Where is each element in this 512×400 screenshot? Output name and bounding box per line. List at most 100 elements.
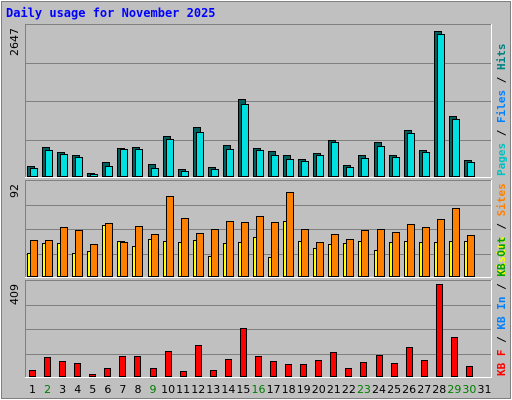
x-tick-label-day-4: 4 xyxy=(74,383,81,396)
x-tick-label-day-8: 8 xyxy=(134,383,141,396)
bar-sites-sites-day-20 xyxy=(316,242,324,277)
legend-part: Sites xyxy=(495,183,508,216)
bar-hits-files-day-27 xyxy=(422,152,430,177)
bar-hits-files-day-11 xyxy=(181,171,189,177)
legend-part: / xyxy=(495,70,508,90)
bar-traffic-kb-f-day-24 xyxy=(376,355,383,377)
x-tick-label-day-22: 22 xyxy=(342,383,356,396)
panel-traffic-ymax-label: 409 xyxy=(8,284,21,305)
x-tick-label-day-16: 16 xyxy=(252,383,266,396)
bar-sites-sites-day-28 xyxy=(437,219,445,277)
bar-hits-files-day-14 xyxy=(226,149,234,177)
x-tick-label-day-28: 28 xyxy=(432,383,446,396)
x-tick-label-day-19: 19 xyxy=(297,383,311,396)
legend-part: Visits xyxy=(495,236,508,276)
bar-hits-files-day-25 xyxy=(392,157,400,177)
bar-hits-files-day-26 xyxy=(407,133,415,177)
x-tick-label-day-20: 20 xyxy=(312,383,326,396)
x-tick-label-day-31: 31 xyxy=(477,383,491,396)
legend-part: / xyxy=(495,277,508,297)
bar-traffic-kb-f-day-12 xyxy=(195,345,202,377)
bar-hits-files-day-30 xyxy=(467,162,475,177)
bar-sites-sites-day-30 xyxy=(467,235,475,277)
bar-hits-files-day-7 xyxy=(120,149,128,177)
bar-traffic-kb-f-day-11 xyxy=(180,371,187,377)
bar-sites-sites-day-3 xyxy=(60,227,68,277)
x-tick-label-day-10: 10 xyxy=(161,383,175,396)
legend-part: / xyxy=(495,123,508,143)
bar-traffic-kb-f-day-19 xyxy=(300,364,307,377)
bar-traffic-kb-f-day-5 xyxy=(89,374,96,377)
bar-sites-sites-day-8 xyxy=(135,226,143,277)
x-tick-label-day-18: 18 xyxy=(282,383,296,396)
chart-title: Daily usage for November 2025 xyxy=(6,6,216,20)
bar-traffic-kb-f-day-17 xyxy=(270,361,277,377)
bar-traffic-kb-f-day-29 xyxy=(451,337,458,377)
x-tick-label-day-17: 17 xyxy=(267,383,281,396)
bar-sites-sites-day-4 xyxy=(75,230,83,277)
legend-part: KB F xyxy=(495,350,508,377)
bar-sites-sites-day-23 xyxy=(361,230,369,277)
bar-traffic-kb-f-day-18 xyxy=(285,364,292,377)
bar-hits-files-day-12 xyxy=(196,132,204,177)
bar-hits-files-day-6 xyxy=(105,166,113,177)
x-tick-label-day-5: 5 xyxy=(89,383,96,396)
bar-hits-files-day-5 xyxy=(90,174,98,177)
bar-hits-files-day-4 xyxy=(75,157,83,177)
bar-sites-sites-day-6 xyxy=(105,223,113,277)
x-tick-label-day-7: 7 xyxy=(119,383,126,396)
panel-sites-legend: Visits / Sites xyxy=(495,183,508,276)
bar-hits-files-day-29 xyxy=(452,119,460,177)
bar-traffic-kb-f-day-21 xyxy=(330,352,337,377)
bar-sites-sites-day-10 xyxy=(166,196,174,277)
bar-sites-sites-day-1 xyxy=(30,240,38,277)
x-tick-label-day-29: 29 xyxy=(447,383,461,396)
legend-part: Files xyxy=(495,90,508,123)
x-tick-label-day-15: 15 xyxy=(236,383,250,396)
bar-sites-sites-day-17 xyxy=(271,222,279,277)
bar-sites-sites-day-5 xyxy=(90,244,98,277)
x-tick-label-day-3: 3 xyxy=(59,383,66,396)
bar-hits-files-day-16 xyxy=(256,150,264,177)
legend-part: / xyxy=(495,216,508,236)
bar-traffic-kb-f-day-10 xyxy=(165,351,172,377)
bar-traffic-kb-f-day-23 xyxy=(360,362,367,377)
x-tick-label-day-13: 13 xyxy=(206,383,220,396)
panel-traffic-legend: KB F / KB In / KB Out xyxy=(495,237,508,376)
bar-sites-sites-day-25 xyxy=(392,232,400,277)
bar-traffic-kb-f-day-26 xyxy=(406,347,413,377)
legend-part: Pages xyxy=(495,143,508,176)
bar-sites-sites-day-2 xyxy=(45,240,53,277)
legend-part: / xyxy=(495,330,508,350)
bar-hits-files-day-3 xyxy=(60,154,68,177)
bar-sites-sites-day-24 xyxy=(377,229,385,277)
x-tick-label-day-14: 14 xyxy=(221,383,235,396)
bar-sites-sites-day-7 xyxy=(120,242,128,277)
x-tick-label-day-25: 25 xyxy=(387,383,401,396)
x-tick-label-day-27: 27 xyxy=(417,383,431,396)
bar-sites-sites-day-12 xyxy=(196,233,204,277)
bar-traffic-kb-f-day-1 xyxy=(29,370,36,377)
bar-sites-sites-day-11 xyxy=(181,218,189,277)
bar-traffic-kb-f-day-22 xyxy=(345,368,352,377)
bar-sites-sites-day-27 xyxy=(422,227,430,277)
bar-traffic-kb-f-day-9 xyxy=(150,368,157,377)
x-tick-label-day-11: 11 xyxy=(176,383,190,396)
bar-hits-files-day-23 xyxy=(361,158,369,177)
bar-traffic-kb-f-day-16 xyxy=(255,356,262,377)
bar-traffic-kb-f-day-20 xyxy=(315,360,322,377)
bar-traffic-kb-f-day-13 xyxy=(210,370,217,377)
bar-sites-sites-day-14 xyxy=(226,221,234,277)
bar-hits-files-day-8 xyxy=(135,149,143,177)
bar-hits-files-day-20 xyxy=(316,155,324,177)
x-tick-label-day-26: 26 xyxy=(402,383,416,396)
bar-hits-files-day-1 xyxy=(30,168,38,177)
bar-hits-files-day-24 xyxy=(377,146,385,177)
x-tick-label-day-2: 2 xyxy=(44,383,51,396)
x-tick-label-day-30: 30 xyxy=(462,383,476,396)
bar-hits-files-day-18 xyxy=(286,159,294,177)
bar-hits-files-day-19 xyxy=(301,161,309,177)
bar-traffic-kb-f-day-4 xyxy=(74,363,81,377)
bar-sites-sites-day-13 xyxy=(211,229,219,277)
x-tick-label-day-21: 21 xyxy=(327,383,341,396)
